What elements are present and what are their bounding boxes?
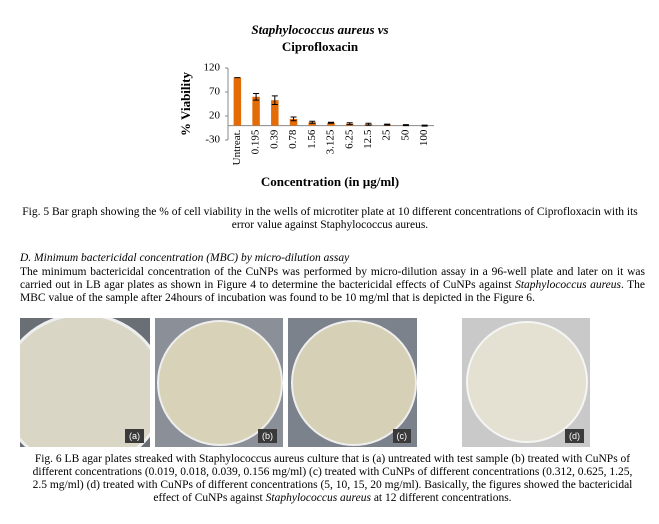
bar [271, 100, 279, 126]
plate-photo: (b) [155, 318, 283, 447]
x-tick-label: 50 [399, 129, 411, 141]
error-bar [309, 120, 316, 124]
error-bar [365, 122, 372, 126]
plate-photo: (a) [20, 318, 150, 447]
section-heading: D. Minimum bactericidal concentration (M… [20, 252, 350, 264]
plate-photo: (d) [462, 318, 590, 447]
x-tick-label: 0.78 [287, 129, 299, 149]
error-bar [328, 121, 334, 124]
chart: Staphylococcus aureus vs Ciprofloxacin %… [178, 22, 434, 189]
text: Staphylococcus aureus [265, 492, 371, 504]
panel-label: (b) [258, 429, 277, 443]
text: . The MBC value of the sample after 24ho… [20, 279, 645, 304]
text: Staphylococcus aureus [515, 279, 621, 291]
plate-photo: (c) [288, 318, 417, 447]
error-bar [402, 124, 409, 127]
chart-title: Staphylococcus aureus vs [251, 22, 388, 37]
panel-label: (d) [565, 429, 584, 443]
x-tick-label: 3.125 [325, 129, 337, 154]
error-bar [421, 124, 428, 127]
error-bar [384, 123, 391, 126]
error-bar [290, 116, 297, 122]
panel-label: (c) [392, 429, 411, 443]
x-tick-label: Untreat. [231, 129, 243, 165]
x-tick-label: 25 [381, 129, 393, 141]
panel-label: (a) [125, 429, 144, 443]
figure-caption: Fig. 6 LB agar plates streaked with Stap… [25, 453, 640, 505]
x-tick-label: 0.39 [268, 129, 280, 149]
paragraph: The minimum bactericidal concentration o… [20, 266, 645, 305]
y-tick-label: 70 [209, 86, 221, 98]
figure-caption: Fig. 5 Bar graph showing the % of cell v… [22, 206, 638, 231]
text: at 12 different concentrations. [370, 492, 512, 504]
y-axis-label: % Viability [178, 72, 193, 136]
x-tick-label: 6.25 [343, 129, 355, 149]
x-axis-label: Concentration (in µg/ml) [261, 174, 399, 189]
x-tick-label: 100 [418, 129, 430, 146]
chart-subtitle: Ciprofloxacin [282, 39, 359, 54]
bar [327, 122, 335, 126]
x-tick-label: 1.56 [306, 129, 318, 149]
bar [289, 118, 298, 126]
y-tick-label: -30 [205, 134, 220, 146]
x-tick-label: 12.5 [362, 129, 374, 149]
error-bar [346, 122, 353, 126]
text: Fig. 6 LB agar plates streaked with Stap… [32, 453, 633, 504]
y-tick-label: 20 [209, 110, 221, 122]
error-bar [253, 92, 260, 101]
bar [308, 122, 317, 126]
x-tick-label: 0.195 [250, 129, 262, 154]
error-bar [271, 95, 278, 105]
bar [233, 77, 242, 126]
text: The minimum bactericidal concentration o… [20, 266, 645, 291]
y-tick-label: 120 [204, 62, 221, 74]
bar [252, 96, 260, 126]
